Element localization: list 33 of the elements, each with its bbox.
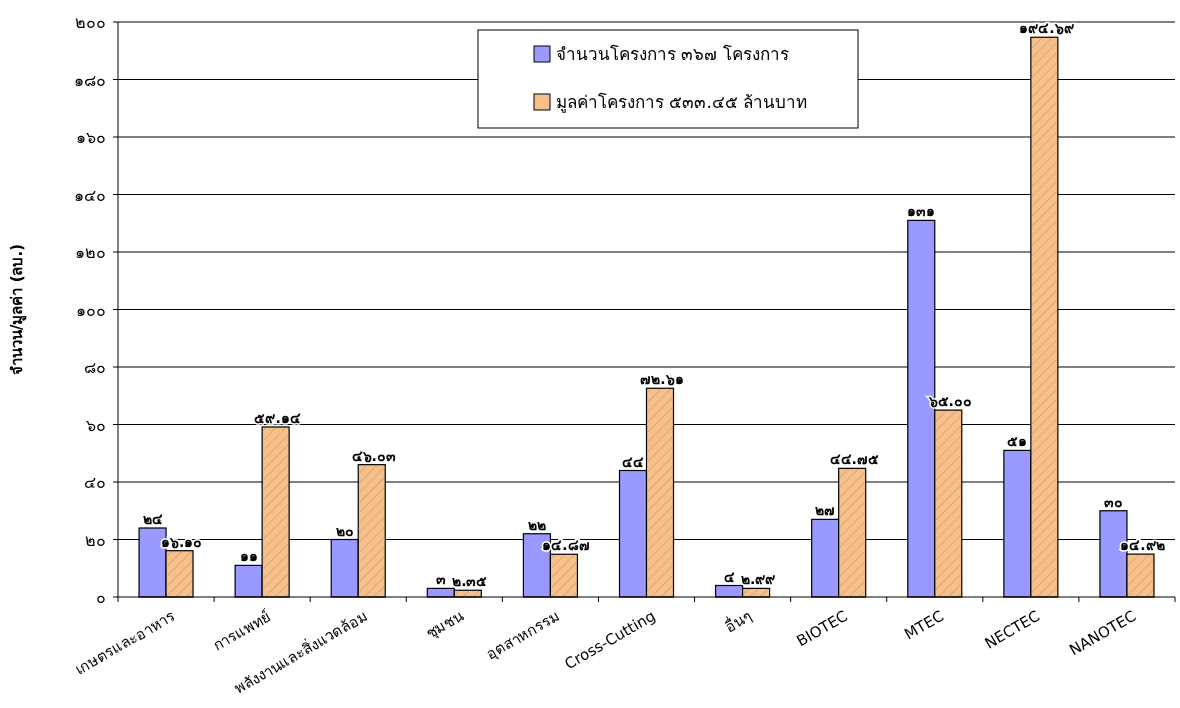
data-label: ๔ bbox=[723, 568, 735, 585]
data-label: ๓ bbox=[435, 571, 446, 588]
data-label: ๓๐ bbox=[1103, 493, 1123, 510]
data-label: ๔๔.๗๕ bbox=[829, 451, 879, 468]
y-tick-label: ๑๖๐ bbox=[76, 128, 106, 147]
y-tick-label: ๑๐๐ bbox=[76, 300, 106, 320]
data-label: ๒๐ bbox=[335, 522, 354, 539]
data-label: ๕๙.๑๔ bbox=[254, 409, 301, 426]
data-label: ๑๑ bbox=[239, 548, 258, 565]
y-tick-label: ๘๐ bbox=[84, 358, 106, 377]
data-label: ๒๔ bbox=[142, 511, 163, 527]
x-tick-label: อื่นๆ bbox=[721, 605, 755, 636]
data-label: ๒๒ bbox=[527, 516, 546, 533]
y-axis-title: จำนวน/มูลค่า (ลบ.) bbox=[8, 243, 27, 376]
data-label: ๔๖.๐๓ bbox=[351, 447, 396, 464]
data-label: ๒.๙๙ bbox=[740, 571, 776, 588]
y-tick-label: ๑๘๐ bbox=[74, 70, 106, 90]
legend-label: มูลค่าโครงการ ๕๓๓.๔๕ ล้านบาท bbox=[556, 92, 808, 113]
y-tick-label: ๔๐ bbox=[84, 473, 106, 492]
legend-label: จำนวนโครงการ ๓๖๗ โครงการ bbox=[556, 44, 789, 64]
data-label: ๑๓๑ bbox=[907, 203, 936, 220]
data-label: ๗๒.๖๑ bbox=[640, 371, 684, 388]
y-tick-label: ๒๐ bbox=[85, 530, 106, 550]
data-label: ๔๔ bbox=[622, 453, 644, 470]
y-tick-label: ๑๒๐ bbox=[75, 243, 106, 262]
y-tick-label: ๑๔๐ bbox=[74, 185, 106, 205]
data-label: ๕๑ bbox=[1007, 433, 1028, 450]
data-label: ๒๗ bbox=[815, 502, 836, 519]
y-tick-label: ๐ bbox=[96, 588, 106, 607]
data-label: ๒.๓๕ bbox=[452, 573, 488, 590]
y-tick-label: ๒๐๐ bbox=[75, 13, 106, 32]
y-tick-label: ๖๐ bbox=[86, 415, 106, 435]
data-label: ๑๙๔.๖๙ bbox=[1019, 20, 1074, 37]
